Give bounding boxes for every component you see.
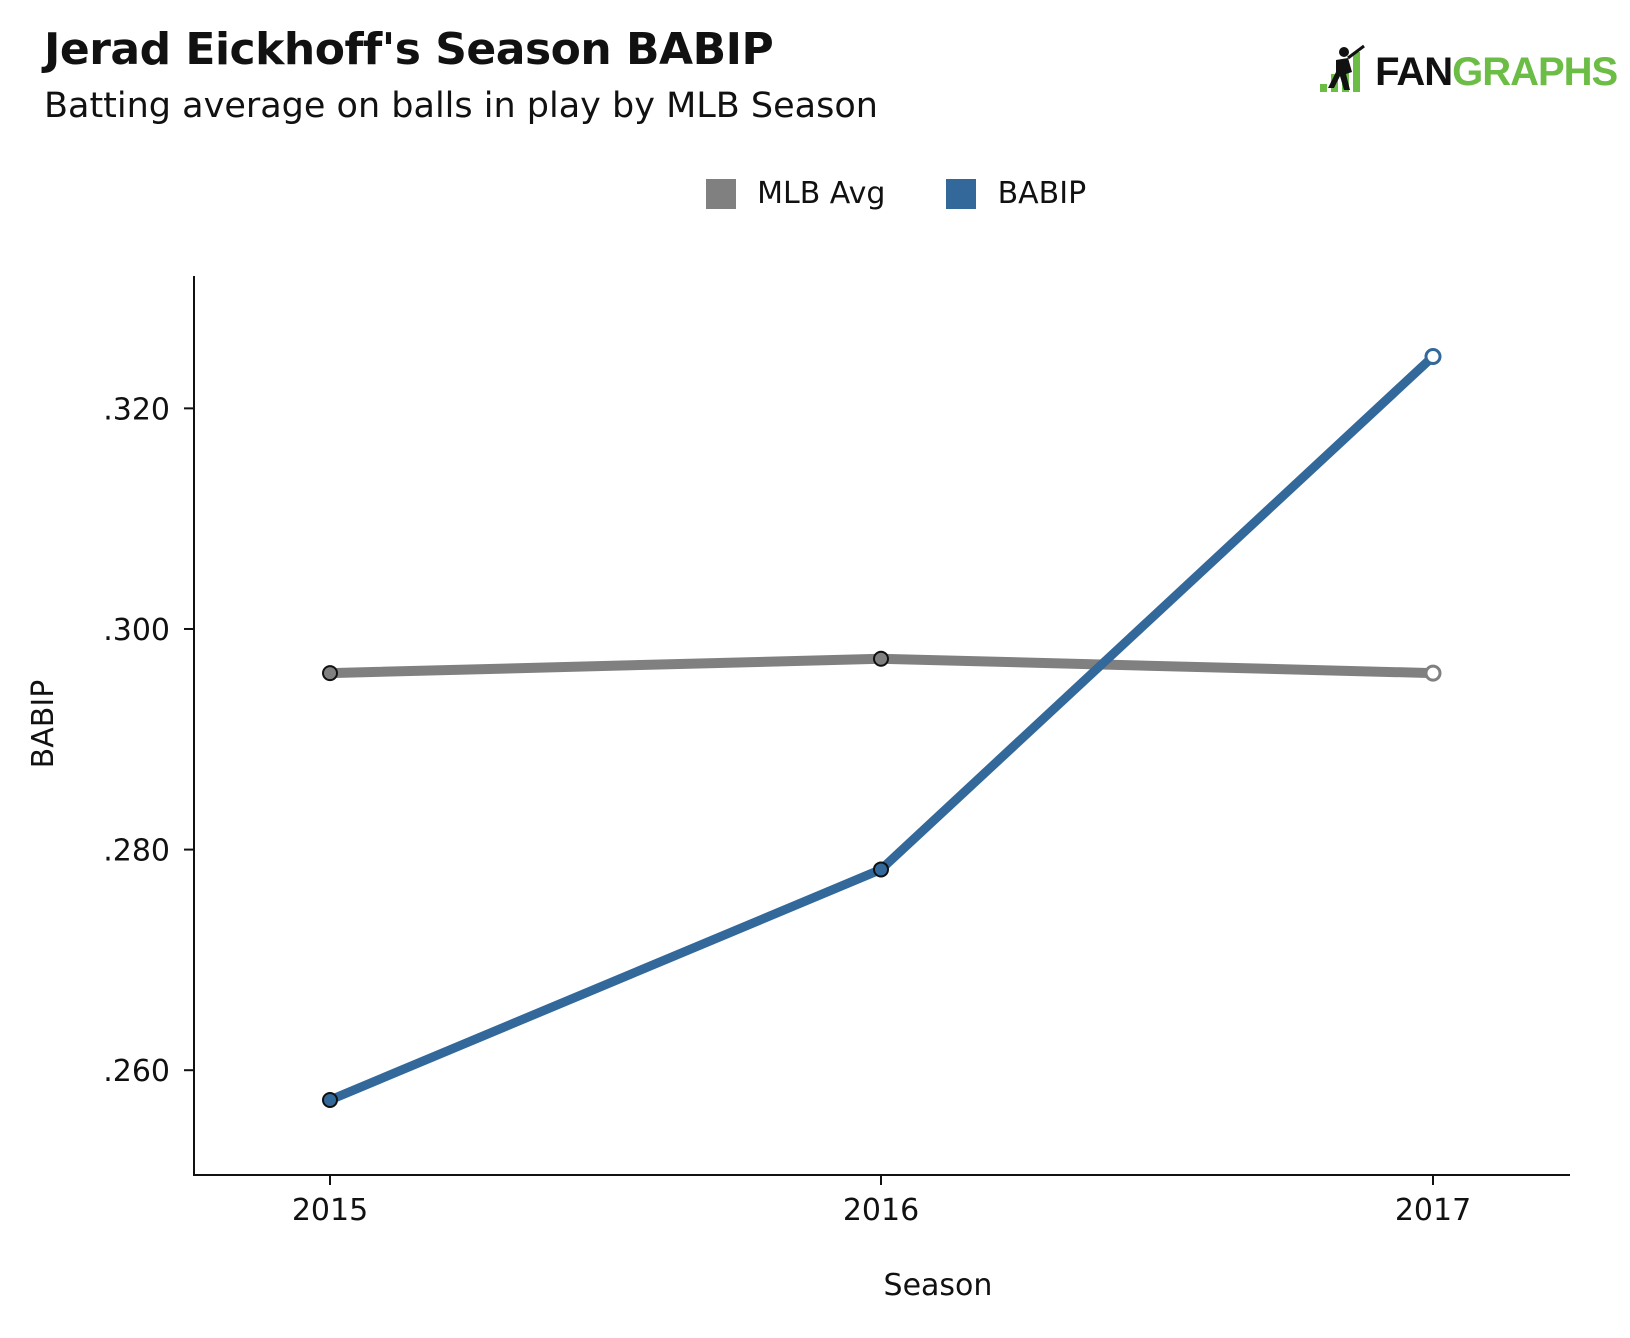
- axes: [193, 276, 1570, 1176]
- batter-logo-icon: [1320, 44, 1365, 92]
- data-point-mlb-avg: [1424, 664, 1442, 682]
- data-point-babip: [1424, 348, 1442, 366]
- y-tick-label: .280: [103, 834, 170, 869]
- legend-label-babip: BABIP: [997, 176, 1087, 211]
- data-point-babip: [873, 861, 889, 878]
- data-point-babip: [322, 1091, 338, 1108]
- logo-graphs-text: GRAPHS: [1452, 49, 1618, 94]
- y-tick-label: .300: [103, 613, 170, 648]
- legend: MLB Avg BABIP: [706, 176, 1142, 216]
- x-tick-label: 2016: [843, 1193, 919, 1228]
- x-tick-label: 2015: [292, 1193, 368, 1228]
- x-axis-label: Season: [884, 1268, 993, 1303]
- y-tick-label: .260: [103, 1054, 170, 1089]
- legend-swatch-mlb-avg: [706, 178, 736, 209]
- data-point-mlb-avg: [873, 650, 889, 667]
- ticks: .260 .280 .300 .320 2015 2016 2017: [103, 392, 1471, 1228]
- legend-label-mlb-avg: MLB Avg: [757, 176, 886, 211]
- chart-title: Jerad Eickhoff's Season BABIP: [44, 24, 774, 75]
- series: [322, 348, 1442, 1108]
- x-tick-label: 2017: [1395, 1193, 1471, 1228]
- y-axis-label: BABIP: [26, 680, 61, 769]
- legend-item-babip: BABIP: [946, 176, 1086, 211]
- legend-item-mlb-avg: MLB Avg: [706, 176, 885, 211]
- logo-fan-text: FAN: [1375, 49, 1453, 94]
- series-line-babip: [325, 352, 1438, 1105]
- fangraphs-logo: FANGRAPHS: [1318, 44, 1618, 100]
- chart-subtitle: Batting average on balls in play by MLB …: [44, 86, 878, 126]
- legend-swatch-babip: [946, 178, 977, 209]
- data-point-mlb-avg: [322, 665, 338, 682]
- y-tick-label: .320: [103, 392, 170, 427]
